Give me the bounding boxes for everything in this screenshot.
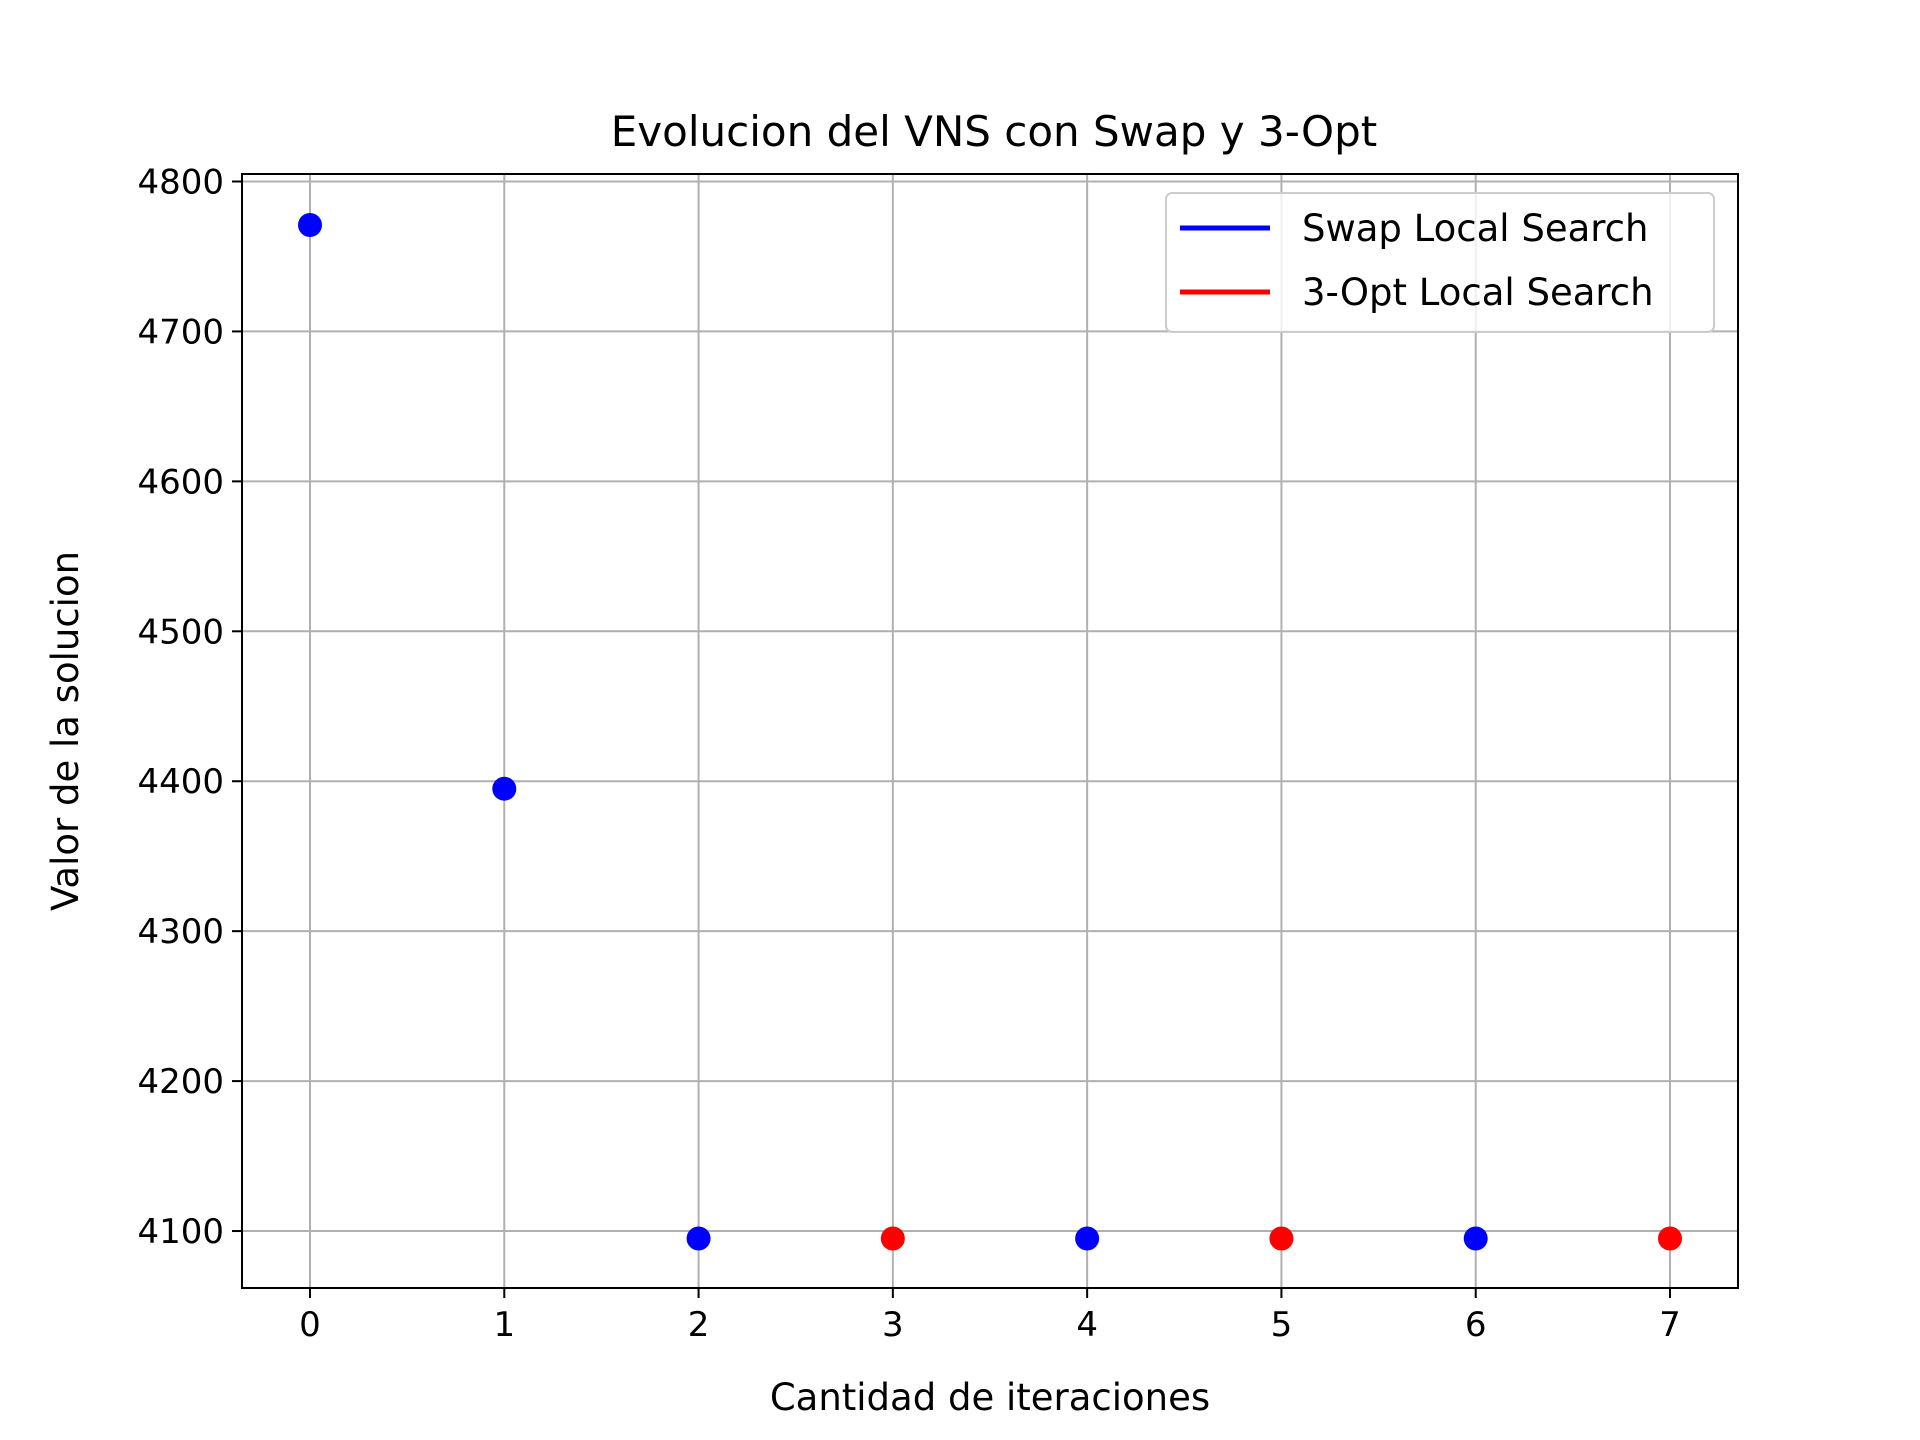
chart-title: Evolucion del VNS con Swap y 3-Opt [611,107,1377,156]
x-tick-label: 5 [1271,1305,1293,1345]
x-tick-label: 6 [1465,1305,1487,1345]
x-tick-label: 2 [688,1305,710,1345]
y-tick-label: 4800 [137,162,224,202]
y-tick-label: 4600 [137,462,224,502]
y-axis: 4100 4200 4300 4400 4500 4600 4700 4800 [137,162,242,1252]
y-axis-label: Valor de la solucion [44,551,87,911]
plot-area-frame [241,173,1739,1289]
data-point [492,776,517,801]
y-tick-label: 4500 [137,612,224,652]
x-tick-label: 3 [882,1305,904,1345]
y-tick-label: 4400 [137,762,224,802]
x-tick-label: 7 [1659,1305,1681,1345]
data-point [298,212,322,237]
x-tick-label: 0 [299,1305,321,1345]
x-axis: 0 1 2 3 4 5 6 7 [299,1288,1681,1345]
y-tick-label: 4200 [137,1062,224,1102]
x-tick-label: 1 [493,1305,515,1345]
grid [242,174,1738,1288]
data-point [686,1226,711,1251]
y-tick-label: 4100 [137,1212,224,1252]
legend: Swap Local Search 3-Opt Local Search [1165,192,1715,333]
legend-label-3opt: 3-Opt Local Search [1302,271,1654,314]
data-point [880,1226,905,1251]
legend-box [1165,192,1715,333]
data-point [1658,1226,1682,1251]
x-axis-label: Cantidad de iteraciones [770,1376,1210,1419]
x-tick-label: 4 [1076,1305,1098,1345]
data-point [1075,1226,1100,1251]
legend-label-swap: Swap Local Search [1302,207,1648,250]
y-tick-label: 4700 [137,312,224,352]
data-points [298,212,1682,1251]
data-point [1269,1226,1294,1251]
y-tick-label: 4300 [137,912,224,952]
data-point [1463,1226,1488,1251]
